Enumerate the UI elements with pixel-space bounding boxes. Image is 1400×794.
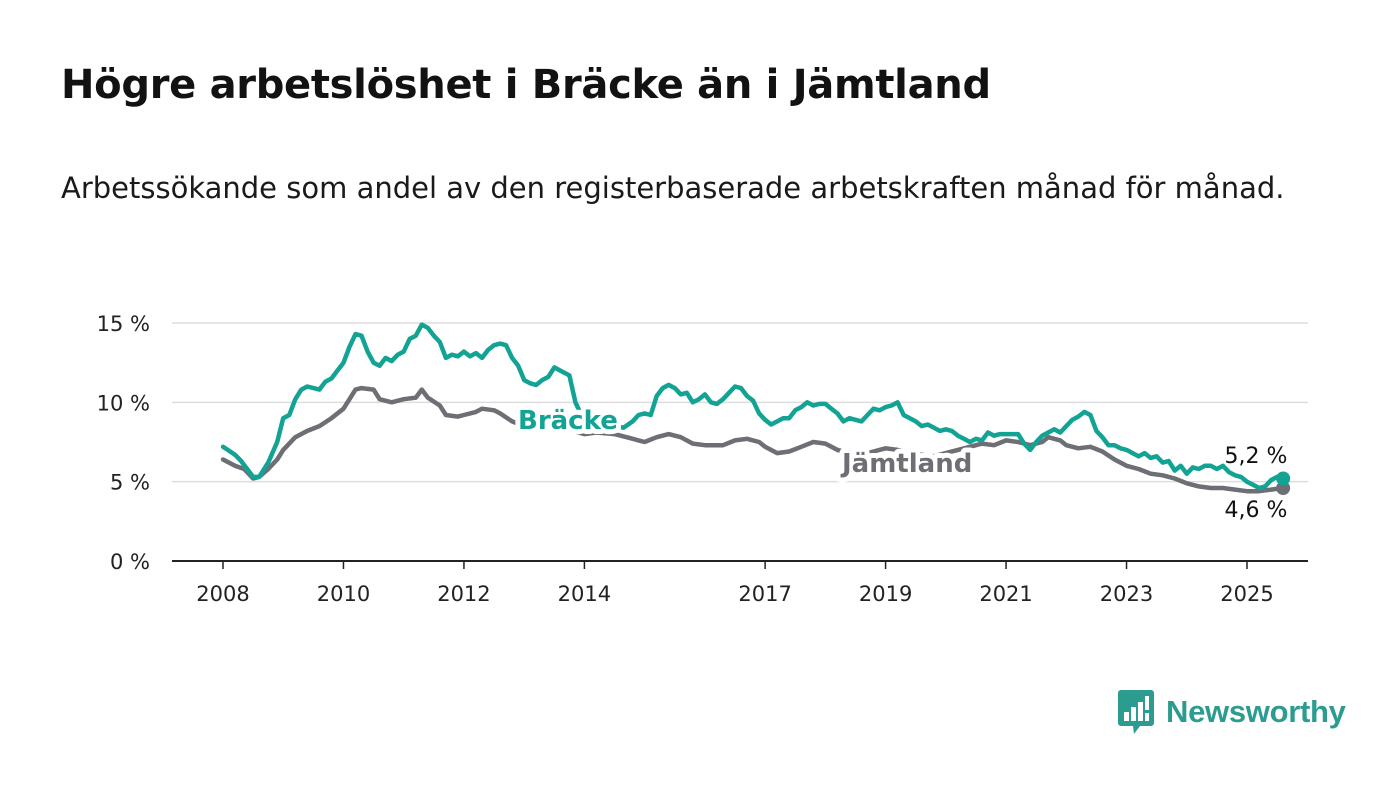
series-label-jamtland: Jämtland xyxy=(840,449,972,479)
newsworthy-logo: Newsworthy xyxy=(1118,690,1346,734)
x-tick-label: 2010 xyxy=(317,582,370,606)
axes: 0 % 5 % 10 % 15 % 2008 2010 2012 2014 2017 2019 20… xyxy=(97,312,1308,606)
x-tick-label: 2008 xyxy=(196,582,249,606)
y-tick-label: 0 % xyxy=(110,550,150,574)
x-tick-label: 2025 xyxy=(1220,582,1273,606)
x-tick-label: 2023 xyxy=(1100,582,1153,606)
end-value-bracke: 5,2 % xyxy=(1225,444,1288,469)
chart-subtitle: Arbetssökande som andel av den registerb… xyxy=(61,171,1285,205)
series-labels: Bräcke Jämtland 5,2 % 4,6 % xyxy=(513,401,1288,523)
y-tick-label: 15 % xyxy=(97,312,150,336)
x-tick-label: 2014 xyxy=(558,582,611,606)
y-tick-label: 5 % xyxy=(110,471,150,495)
end-value-jamtland: 4,6 % xyxy=(1225,498,1288,523)
series-label-bracke: Bräcke xyxy=(518,406,618,436)
x-tick-label: 2017 xyxy=(738,582,791,606)
series-line-bracke xyxy=(220,322,1286,491)
grid-lines xyxy=(172,322,1308,483)
end-point-bracke xyxy=(1276,471,1291,486)
x-tick-label: 2019 xyxy=(859,582,912,606)
x-tick-label: 2021 xyxy=(979,582,1032,606)
chart-title: Högre arbetslöshet i Bräcke än i Jämtlan… xyxy=(61,62,991,108)
series-line-jamtland xyxy=(220,385,1286,494)
y-tick-label: 10 % xyxy=(97,391,150,415)
logo-text: Newsworthy xyxy=(1166,694,1346,729)
x-tick-label: 2012 xyxy=(437,582,490,606)
series-lines xyxy=(220,322,1291,496)
newsworthy-chart-bubble-icon xyxy=(1118,690,1154,734)
